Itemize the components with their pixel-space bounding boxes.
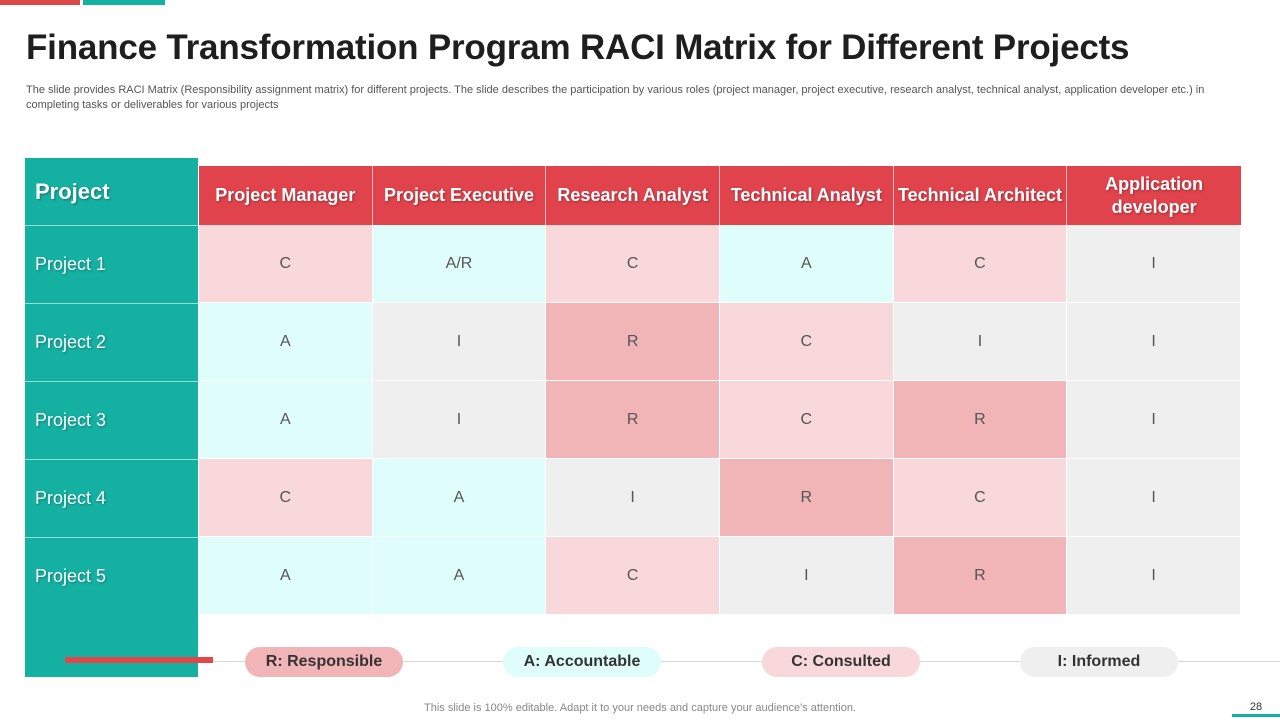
matrix-body: C A/R C A C I A I R C I I A I R C R I C … — [199, 225, 1241, 615]
raci-matrix: Project Manager Project Executive Resear… — [199, 166, 1241, 615]
raci-cell: I — [372, 381, 547, 459]
project-row-label: Project 4 — [25, 459, 198, 537]
footer-note: This slide is 100% editable. Adapt it to… — [424, 702, 856, 714]
legend-responsible: R: Responsible — [245, 647, 403, 677]
matrix-row: C A/R C A C I — [199, 225, 1241, 303]
raci-cell: I — [719, 537, 894, 615]
legend-consulted: C: Consulted — [762, 647, 920, 677]
raci-cell: C — [893, 225, 1068, 303]
raci-cell: I — [1067, 459, 1241, 537]
project-row-label: Project 3 — [25, 381, 198, 459]
raci-cell: I — [546, 459, 720, 537]
raci-cell: A — [372, 537, 547, 615]
raci-cell: I — [372, 303, 547, 381]
legend-accountable: A: Accountable — [503, 647, 661, 677]
role-header-row: Project Manager Project Executive Resear… — [199, 166, 1241, 225]
page-title: Finance Transformation Program RACI Matr… — [26, 28, 1130, 67]
raci-cell: C — [546, 537, 720, 615]
raci-cell: C — [546, 225, 720, 303]
legend-informed: I: Informed — [1020, 647, 1178, 677]
raci-cell: A — [199, 537, 373, 615]
matrix-row: A A C I R I — [199, 537, 1241, 615]
raci-cell: A — [199, 303, 373, 381]
page-subtitle: The slide provides RACI Matrix (Responsi… — [26, 84, 1205, 111]
raci-cell: R — [546, 381, 720, 459]
legend-divider — [213, 661, 1280, 662]
matrix-row: A I R C I I — [199, 303, 1241, 381]
role-header: Technical Architect — [893, 166, 1068, 225]
project-row-label: Project 2 — [25, 303, 198, 381]
top-accent-bar-teal — [83, 0, 165, 5]
legend-accent-bar — [65, 657, 213, 663]
raci-cell: A — [199, 381, 373, 459]
raci-cell: I — [1067, 537, 1241, 615]
raci-cell: C — [199, 459, 373, 537]
top-accent-bar-red — [0, 0, 80, 5]
raci-cell: I — [1067, 303, 1241, 381]
role-header: Project Manager — [199, 166, 373, 225]
raci-cell: C — [893, 459, 1068, 537]
raci-cell: R — [893, 537, 1068, 615]
raci-cell: A — [719, 225, 894, 303]
project-column: Project Project 1 Project 2 Project 3 Pr… — [25, 158, 198, 677]
matrix-row: A I R C R I — [199, 381, 1241, 459]
project-column-header: Project — [35, 178, 110, 204]
project-row-label: Project 5 — [25, 537, 198, 615]
project-row-label: Project 1 — [25, 225, 198, 303]
role-header: Application developer — [1067, 166, 1241, 225]
page-number: 28 — [1232, 701, 1280, 717]
raci-cell: R — [893, 381, 1068, 459]
raci-cell: I — [1067, 381, 1241, 459]
raci-cell: R — [719, 459, 894, 537]
role-header: Project Executive — [372, 166, 547, 225]
raci-cell: A/R — [372, 225, 547, 303]
raci-cell: I — [893, 303, 1068, 381]
role-header: Research Analyst — [546, 166, 720, 225]
role-header: Technical Analyst — [719, 166, 894, 225]
raci-cell: A — [372, 459, 547, 537]
matrix-row: C A I R C I — [199, 459, 1241, 537]
raci-cell: C — [199, 225, 373, 303]
raci-cell: C — [719, 381, 894, 459]
raci-cell: I — [1067, 225, 1241, 303]
raci-cell: C — [719, 303, 894, 381]
raci-cell: R — [546, 303, 720, 381]
